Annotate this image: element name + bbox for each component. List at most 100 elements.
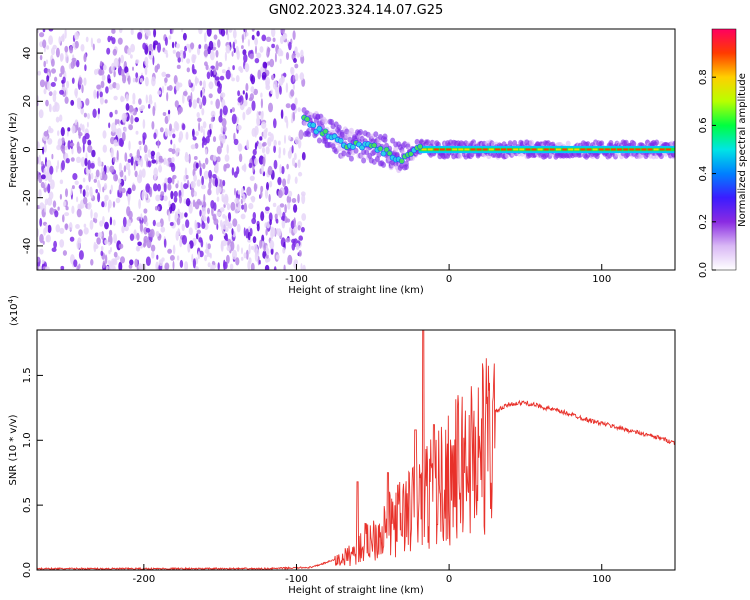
noise-blob [279,58,282,64]
noise-blob [78,77,83,86]
noise-blob [190,42,195,50]
noise-blob [65,223,68,231]
noise-blob [234,187,236,196]
noise-blob [50,82,56,87]
noise-blob [161,71,167,78]
noise-blob [110,184,113,193]
noise-blob [86,121,89,128]
noise-blob [182,94,185,104]
noise-blob [193,191,197,197]
noise-blob [250,262,255,270]
noise-blob [244,63,250,73]
noise-blob [76,196,79,203]
track-point [398,158,405,164]
noise-blob [284,216,288,224]
noise-blob [113,95,118,101]
noise-blob [140,213,143,221]
noise-blob [283,264,286,270]
noise-blob [269,58,275,68]
noise-blob [282,247,286,254]
band-blob [393,146,399,153]
noise-blob [186,43,190,49]
noise-blob [250,86,255,93]
hotspot [555,148,561,151]
noise-blob [257,142,263,150]
noise-blob [271,227,276,237]
noise-blob [134,170,138,178]
noise-blob [87,144,93,153]
noise-blob [39,54,43,61]
noise-blob [138,98,142,105]
noise-blob [97,107,100,115]
noise-blob [172,244,176,255]
noise-blob [210,200,215,209]
noise-blob [260,190,263,198]
noise-blob [137,241,142,247]
noise-blob [245,32,249,37]
noise-blob [108,241,111,246]
noise-blob [118,183,123,194]
noise-blob [60,65,65,75]
noise-blob [99,60,103,67]
noise-blob [156,222,162,228]
noise-blob [290,89,295,97]
hotspot [653,148,659,151]
track-point [380,150,387,157]
noise-blob [59,193,63,200]
track-point [417,143,423,150]
noise-blob [142,119,146,129]
noise-blob [228,212,232,222]
noise-blob [293,204,298,213]
noise-blob [64,29,67,39]
noise-blob [107,203,110,213]
noise-blob [267,46,270,57]
noise-blob [164,262,170,270]
hotspot [592,148,598,151]
noise-blob [245,249,249,260]
noise-blob [130,29,134,35]
noise-blob [243,202,248,213]
noise-blob [182,32,187,41]
noise-blob [139,145,142,151]
noise-blob [212,213,217,221]
band-blob [631,140,637,147]
noise-blob [302,264,306,270]
noise-blob [136,149,140,159]
noise-blob [72,42,76,48]
noise-blob [93,89,97,99]
noise-blob [208,81,214,90]
hotspot [476,148,482,151]
noise-blob [104,254,108,265]
noise-blob [176,255,180,261]
noise-blob [256,223,260,232]
noise-blob [62,33,65,42]
noise-blob [175,43,180,49]
noise-blob [257,69,262,80]
noise-blob [112,48,118,56]
band-blob [671,151,675,158]
noise-blob [177,82,183,88]
noise-blob [219,75,225,81]
noise-blob [179,50,184,55]
noise-blob [72,59,76,67]
noise-blob [250,196,256,201]
noise-blob [100,250,104,256]
noise-blob [242,33,244,44]
noise-blob [136,174,143,184]
colorbar-tick-label: 0.2 [698,214,709,230]
noise-blob [102,144,108,153]
noise-blob [260,98,263,109]
noise-blob [300,226,305,233]
noise-blob [240,213,246,220]
noise-blob [201,206,207,217]
noise-blob [127,75,131,85]
noise-blob [207,207,210,215]
noise-blob [236,124,242,131]
noise-blob [179,238,183,248]
noise-blob [173,121,179,130]
noise-blob [170,202,176,212]
noise-blob [97,156,101,164]
noise-blob [198,29,203,35]
noise-blob [98,68,103,76]
hotspot [568,148,574,151]
